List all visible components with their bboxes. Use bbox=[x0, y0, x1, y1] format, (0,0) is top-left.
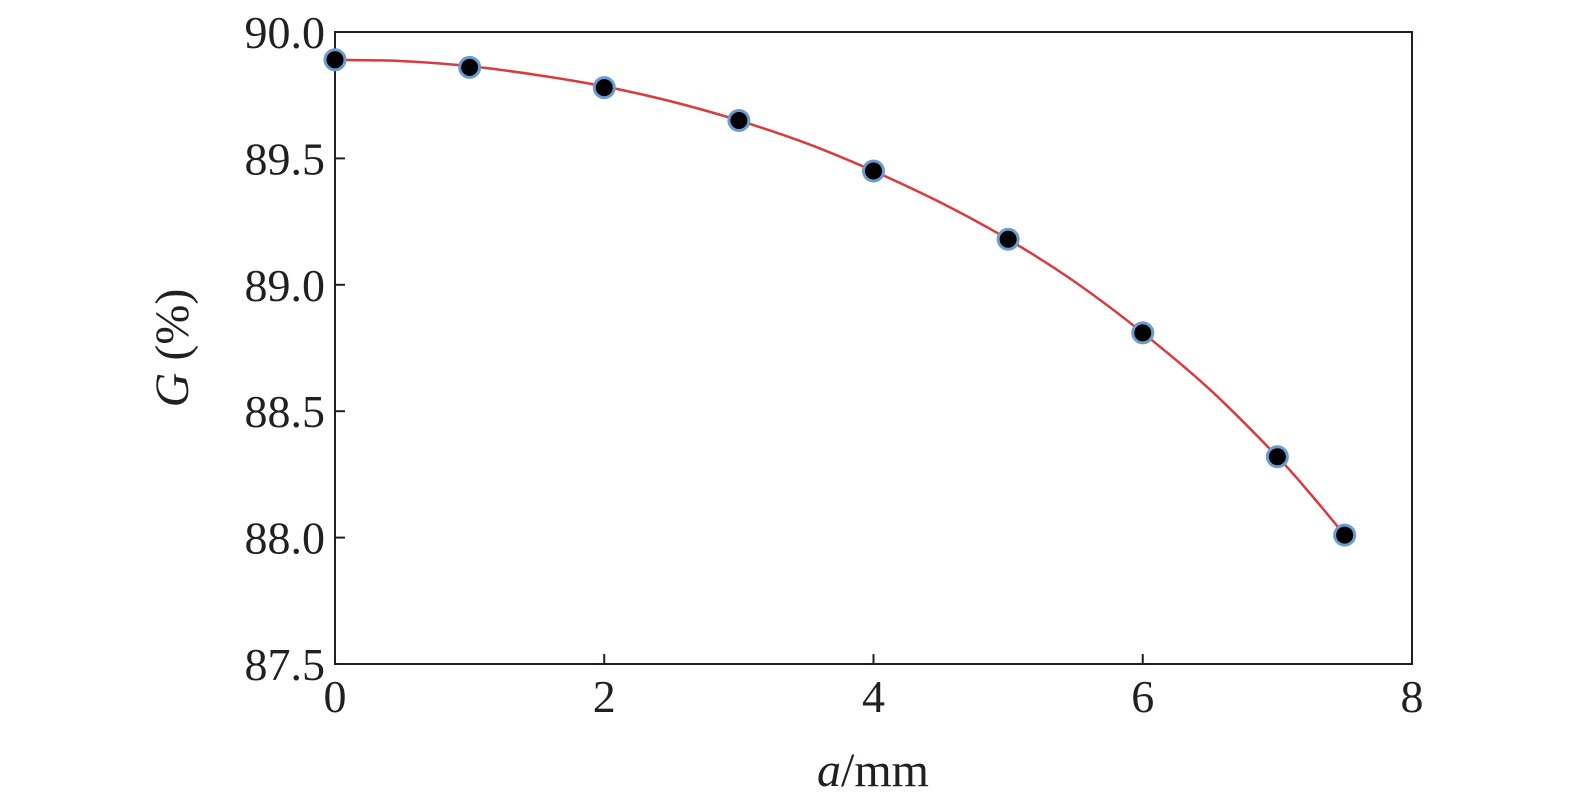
x-tick-label: 2 bbox=[593, 671, 616, 722]
y-tick-label: 89.0 bbox=[245, 260, 326, 311]
fit-curve bbox=[334, 58, 1346, 536]
x-tick-label: 0 bbox=[324, 671, 347, 722]
axis-ticks bbox=[334, 31, 1413, 665]
y-axis-variable: G bbox=[146, 373, 199, 408]
x-axis-variable: a bbox=[817, 744, 841, 797]
y-axis-unit: (%) bbox=[146, 289, 199, 373]
data-point bbox=[458, 55, 482, 79]
data-point bbox=[1333, 523, 1357, 547]
y-tick-label: 88.0 bbox=[245, 513, 326, 564]
plot-frame bbox=[334, 31, 1413, 665]
x-tick-label: 8 bbox=[1401, 671, 1424, 722]
y-tick-label: 89.5 bbox=[245, 133, 326, 184]
data-point bbox=[727, 108, 751, 132]
x-axis-label: a/mm bbox=[817, 744, 929, 797]
data-point bbox=[1265, 445, 1289, 469]
x-axis-unit: /mm bbox=[841, 744, 929, 797]
y-tick-label: 87.5 bbox=[245, 639, 326, 690]
data-point bbox=[1131, 321, 1155, 345]
data-point bbox=[862, 159, 885, 183]
data-point bbox=[996, 227, 1020, 251]
fit-curve-layer bbox=[334, 58, 1346, 536]
data-point bbox=[323, 48, 347, 72]
y-tick-label: 88.5 bbox=[245, 386, 326, 437]
y-tick-label: 90.0 bbox=[245, 7, 326, 58]
tick-labels: 0 2 4 6 8 87.5 88.0 88.5 89.0 89.5 90.0 bbox=[245, 7, 1424, 722]
x-tick-label: 6 bbox=[1131, 671, 1154, 722]
data-points-layer bbox=[323, 48, 1357, 547]
x-tick-label: 4 bbox=[862, 671, 885, 722]
y-axis-label: G (%) bbox=[146, 289, 199, 408]
data-point bbox=[592, 76, 616, 100]
